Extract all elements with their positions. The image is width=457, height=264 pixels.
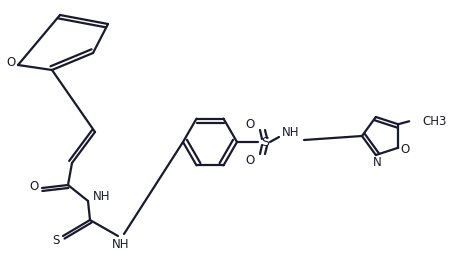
Text: O: O: [6, 56, 16, 69]
Text: CH3: CH3: [422, 115, 446, 128]
Text: S: S: [52, 234, 60, 248]
Text: S: S: [261, 135, 269, 148]
Text: N: N: [372, 155, 381, 168]
Text: O: O: [400, 143, 410, 156]
Text: NH: NH: [282, 125, 300, 139]
Text: O: O: [245, 153, 255, 167]
Text: O: O: [29, 181, 39, 194]
Text: NH: NH: [93, 190, 111, 202]
Text: O: O: [245, 117, 255, 130]
Text: NH: NH: [112, 238, 130, 251]
